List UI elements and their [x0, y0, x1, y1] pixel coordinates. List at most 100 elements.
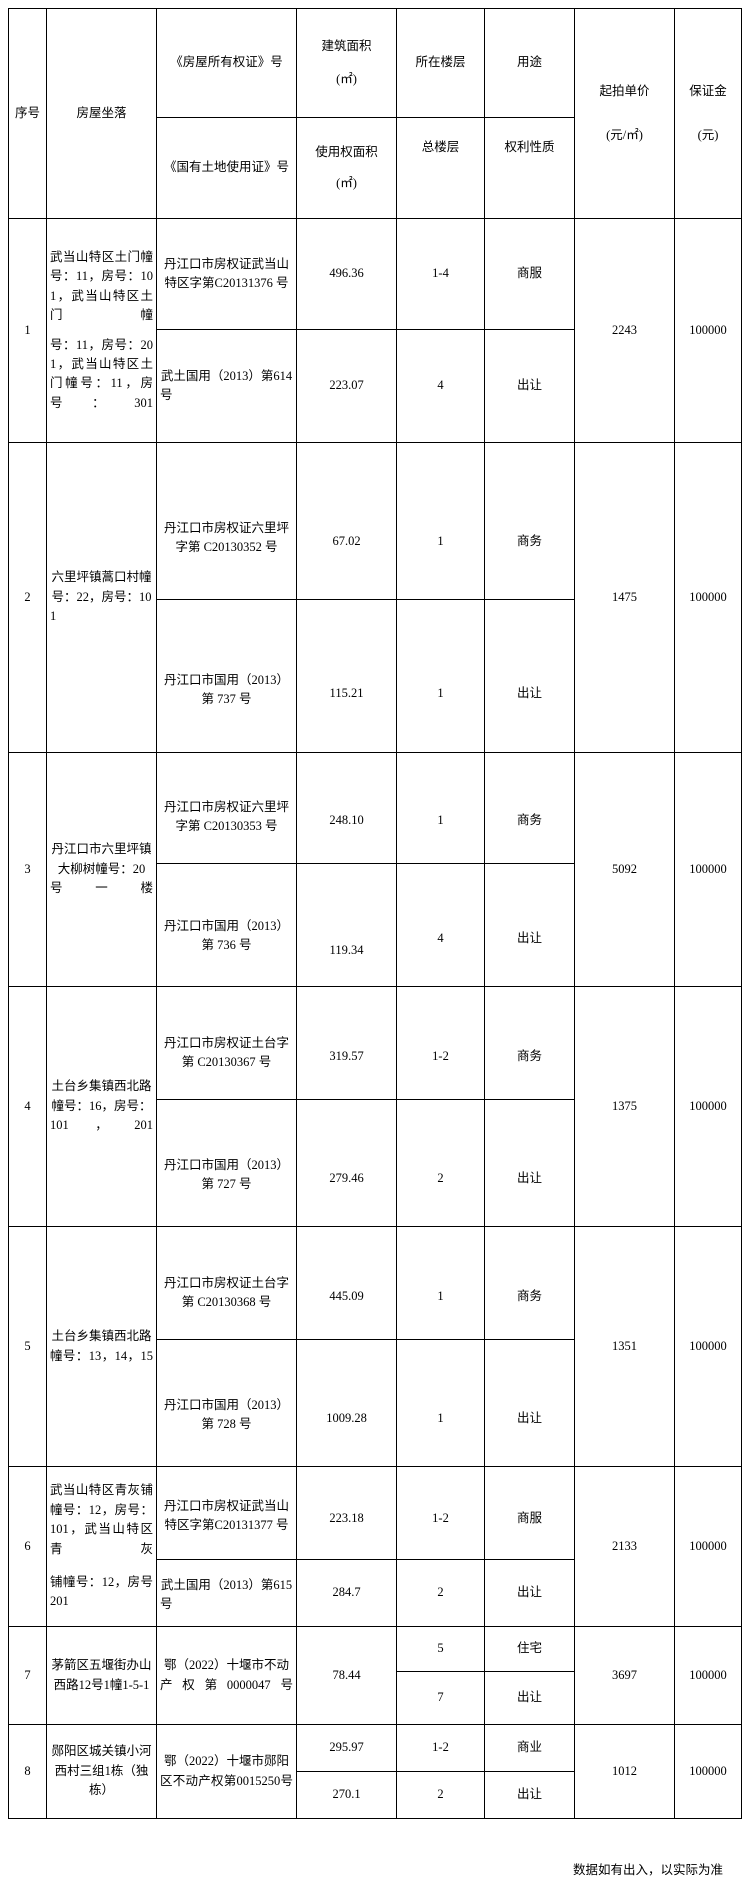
row-index: 8 [8, 1724, 47, 1819]
row-right-nature: 出让 [484, 1671, 575, 1725]
header-build-area: 建筑面积 (㎡) [296, 8, 397, 118]
header-start-price-unit: (元/㎡) [606, 127, 643, 142]
row-location-part1: 武当山特区土门幢号：11，房号：101，武当山特区土门幢 [50, 250, 153, 323]
table-row: 2 六里坪镇蒿口村幢号：22，房号：101 丹江口市房权证六里坪字第 C2013… [8, 442, 742, 753]
header-right-nature: 权利性质 [484, 117, 575, 219]
row-deposit: 100000 [674, 752, 742, 987]
table-row-sub: 丹江口市国用（2013）第 728 号 1009.28 1 出让 [9, 1339, 742, 1467]
row-right-nature: 出让 [484, 329, 575, 443]
row-start-price: 2133 [574, 1466, 675, 1627]
row-deposit: 100000 [674, 218, 742, 443]
row-location: 郧阳区城关镇小河西村三组1栋（独栋） [46, 1724, 157, 1819]
row-build-area: 67.02 [296, 442, 397, 600]
row-location-part1: 武当山特区青灰铺幢号：12，房号：101，武当山特区青灰 [50, 1483, 153, 1556]
row-house-cert: 鄂（2022）十堰市不动产权第0000047号 [156, 1626, 297, 1725]
row-location-part2: 铺幢号：12，房号 201 [50, 1574, 153, 1609]
row-build-area: 445.09 [296, 1226, 397, 1340]
row-use-area: 279.46 [296, 1099, 397, 1227]
header-start-price-label: 起拍单价 [599, 84, 650, 99]
table-row: 5 土台乡集镇西北路 幢号：13，14，15 丹江口市房权证土台字第 C2013… [8, 1226, 742, 1467]
header-deposit-label: 保证金 [689, 84, 727, 99]
row-use-area: 115.21 [296, 599, 397, 753]
row-index: 3 [8, 752, 47, 987]
row-right-nature: 出让 [484, 863, 575, 987]
header-floor: 所在楼层 [396, 8, 485, 118]
row-total-floor: 2 [396, 1099, 485, 1227]
row-start-price: 1012 [574, 1724, 675, 1819]
row-usage: 住宅 [484, 1626, 575, 1672]
row-floor: 1-2 [396, 986, 485, 1100]
row-deposit: 100000 [674, 442, 742, 753]
table-row: 6 武当山特区青灰铺幢号：12，房号：101，武当山特区青灰 铺幢号：12，房号… [8, 1466, 742, 1627]
row-floor: 5 [396, 1626, 485, 1672]
row-build-area: 248.10 [296, 752, 397, 864]
table-row-sub: 丹江口市国用（2013）第 737 号 115.21 1 出让 [9, 599, 742, 753]
row-build-area: 78.44 [296, 1626, 397, 1725]
row-index: 6 [8, 1466, 47, 1627]
row-usage: 商业 [484, 1724, 575, 1772]
row-build-area: 496.36 [296, 218, 397, 330]
row-floor: 1 [396, 1226, 485, 1340]
row-start-price: 1351 [574, 1226, 675, 1467]
row-total-floor: 7 [396, 1671, 485, 1725]
row-right-nature: 出让 [484, 1099, 575, 1227]
row-total-floor: 4 [396, 329, 485, 443]
header-use-area: 使用权面积 (㎡) [296, 117, 397, 219]
row-deposit: 100000 [674, 1226, 742, 1467]
header-deposit-unit: (元) [697, 127, 719, 142]
row-house-cert: 丹江口市房权证六里坪字第 C20130353 号 [156, 752, 297, 864]
row-location: 武当山特区青灰铺幢号：12，房号：101，武当山特区青灰 铺幢号：12，房号 2… [46, 1466, 157, 1627]
row-house-cert: 丹江口市房权证武当山特区字第C20131376 号 [156, 218, 297, 330]
row-right-nature: 出让 [484, 1559, 575, 1627]
row-index: 2 [8, 442, 47, 753]
row-usage: 商务 [484, 986, 575, 1100]
row-house-cert: 丹江口市房权证武当山特区字第C20131377 号 [156, 1466, 297, 1560]
row-usage: 商务 [484, 442, 575, 600]
row-use-area: 284.7 [296, 1559, 397, 1627]
row-usage: 商务 [484, 1226, 575, 1340]
row-land-cert: 丹江口市国用（2013）第 736 号 [156, 863, 297, 987]
row-right-nature: 出让 [484, 1771, 575, 1819]
row-right-nature: 出让 [484, 1339, 575, 1467]
header-start-price: 起拍单价 (元/㎡) [574, 8, 675, 219]
table-row-sub: 丹江口市国用（2013）第 736 号 119.34 4 出让 [9, 863, 742, 987]
row-location-part2: 号：11，房号：201，武当山特区土门幢号：11，房号：301 [50, 337, 153, 410]
row-start-price: 3697 [574, 1626, 675, 1725]
row-usage: 商服 [484, 218, 575, 330]
row-usage: 商服 [484, 1466, 575, 1560]
row-land-cert: 丹江口市国用（2013）第 727 号 [156, 1099, 297, 1227]
row-location: 武当山特区土门幢号：11，房号：101，武当山特区土门幢 号：11，房号：201… [46, 218, 157, 443]
row-deposit: 100000 [674, 986, 742, 1227]
table-row-sub: 7 出让 [9, 1671, 742, 1725]
table-row-sub: 武土国用（2013）第614 号 223.07 4 出让 [9, 329, 742, 443]
row-index: 1 [8, 218, 47, 443]
row-floor: 1-2 [396, 1724, 485, 1772]
header-build-area-label: 建筑面积 [321, 38, 372, 53]
row-build-area: 295.97 [296, 1724, 397, 1772]
row-start-price: 1375 [574, 986, 675, 1227]
row-total-floor: 1 [396, 599, 485, 753]
row-deposit: 100000 [674, 1724, 742, 1819]
header-land-cert: 《国有土地使用证》号 [156, 117, 297, 219]
row-location: 丹江口市六里坪镇大柳树幢号：20 号一楼 [46, 752, 157, 987]
row-house-cert: 丹江口市房权证土台字第 C20130367 号 [156, 986, 297, 1100]
header-deposit: 保证金 (元) [674, 8, 742, 219]
row-location: 茅箭区五堰街办山西路12号1幢1-5-1 [46, 1626, 157, 1725]
header-build-area-unit: (㎡) [336, 72, 357, 86]
row-land-cert: 丹江口市国用（2013）第 737 号 [156, 599, 297, 753]
row-location: 六里坪镇蒿口村幢号：22，房号：101 [46, 442, 157, 753]
row-deposit: 100000 [674, 1466, 742, 1627]
row-land-cert: 武土国用（2013）第615 号 [156, 1559, 297, 1627]
row-build-area: 223.18 [296, 1466, 397, 1560]
header-location: 房屋坐落 [46, 8, 157, 219]
row-right-nature: 出让 [484, 599, 575, 753]
row-index: 5 [8, 1226, 47, 1467]
row-location: 土台乡集镇西北路 幢号：13，14，15 [46, 1226, 157, 1467]
row-total-floor: 1 [396, 1339, 485, 1467]
row-use-area: 270.1 [296, 1771, 397, 1819]
row-total-floor: 2 [396, 1771, 485, 1819]
table-row: 7 茅箭区五堰街办山西路12号1幢1-5-1 鄂（2022）十堰市不动产权第00… [8, 1626, 742, 1725]
row-total-floor: 2 [396, 1559, 485, 1627]
header-use-area-label: 使用权面积 [315, 144, 378, 159]
